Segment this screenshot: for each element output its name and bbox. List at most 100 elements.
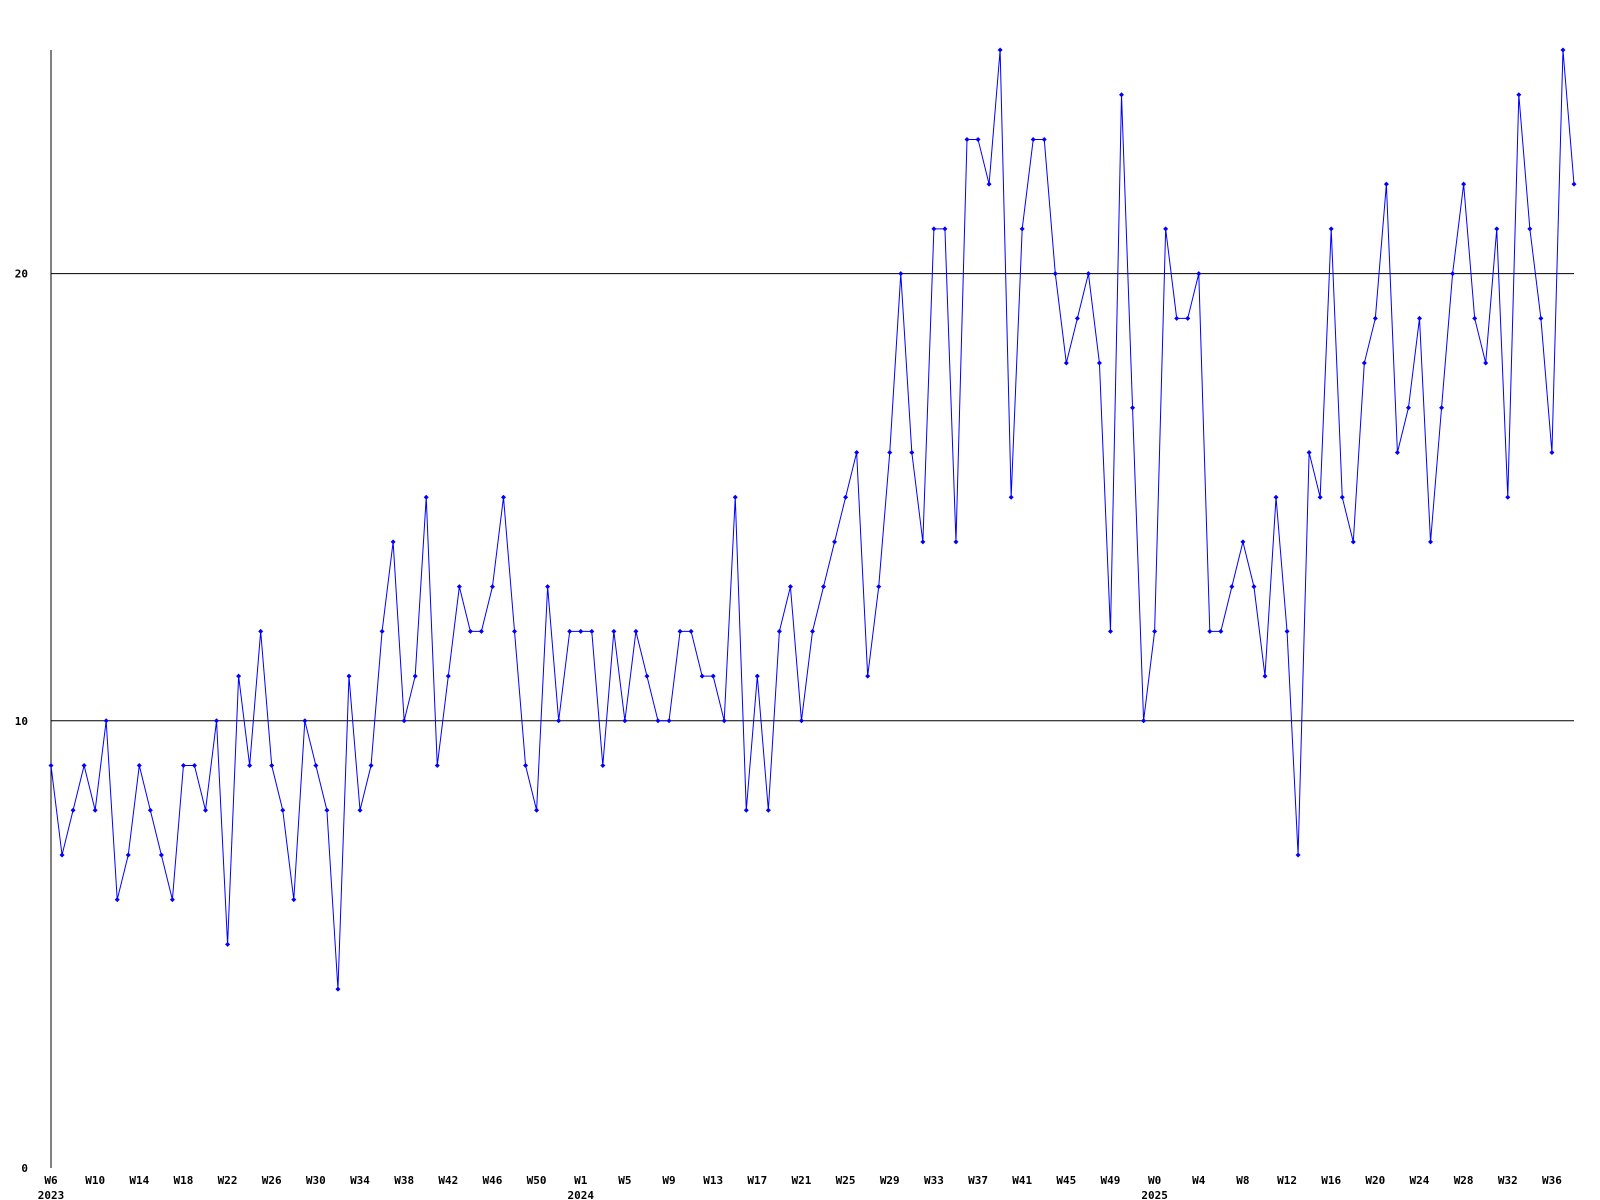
data-point [1527,226,1533,232]
data-point [765,807,771,813]
data-point [622,718,628,724]
data-point [1494,226,1500,232]
data-point [1207,628,1213,634]
data-point [1361,360,1367,366]
x-tick-label: W22 [218,1174,238,1187]
data-point [434,763,440,769]
data-point [832,539,838,545]
data-point [103,718,109,724]
data-point [1063,360,1069,366]
data-point [1306,449,1312,455]
data-point [357,807,363,813]
data-point [1019,226,1025,232]
data-point [1141,718,1147,724]
data-point [489,584,495,590]
data-point [1229,584,1235,590]
data-point [975,136,981,142]
data-point [48,763,54,769]
x-tick-label: W28 [1454,1174,1474,1187]
x-tick-label: W14 [129,1174,149,1187]
x-year-label: 2024 [567,1189,594,1200]
data-point [1152,628,1158,634]
data-point [633,628,639,634]
y-tick-label: 20 [15,268,28,281]
data-point [214,718,220,724]
data-point [688,628,694,634]
data-point [732,494,738,500]
x-tick-label: W16 [1321,1174,1341,1187]
data-point [390,539,396,545]
data-point [445,673,451,679]
data-point [1317,494,1323,500]
data-point [1416,315,1422,321]
x-tick-label: W18 [173,1174,193,1187]
data-point [909,449,915,455]
data-point [710,673,716,679]
data-point [1394,449,1400,455]
data-point [887,449,893,455]
data-point [335,986,341,992]
x-tick-label: W29 [880,1174,900,1187]
x-year-label: 2025 [1141,1189,1168,1200]
x-tick-label: W30 [306,1174,326,1187]
x-tick-label: W33 [924,1174,944,1187]
data-point [1251,584,1257,590]
data-point [1119,92,1125,98]
data-point [545,584,551,590]
data-point [324,807,330,813]
data-point [1405,405,1411,411]
x-tick-label: W34 [350,1174,370,1187]
data-point [1339,494,1345,500]
data-point [467,628,473,634]
data-point [776,628,782,634]
data-point [1052,271,1058,277]
data-point [1041,136,1047,142]
data-point [721,718,727,724]
x-tick-label: W4 [1192,1174,1206,1187]
x-tick-label: W32 [1498,1174,1518,1187]
data-point [898,271,904,277]
data-point [258,628,264,634]
data-point [158,852,164,858]
data-point [1107,628,1113,634]
series-line [50,49,1575,990]
data-point [1428,539,1434,545]
data-point [379,628,385,634]
data-point [1174,315,1180,321]
data-point [1130,405,1136,411]
x-tick-label: W49 [1101,1174,1121,1187]
data-point [1273,494,1279,500]
data-point [611,628,617,634]
data-point [114,897,120,903]
data-point [986,181,992,187]
x-tick-label: W38 [394,1174,414,1187]
data-point [302,718,308,724]
x-tick-label: W41 [1012,1174,1032,1187]
data-point [1074,315,1080,321]
data-point [876,584,882,590]
data-point [964,136,970,142]
data-point [236,673,242,679]
x-tick-label: W26 [262,1174,282,1187]
data-point [180,763,186,769]
x-tick-label: W36 [1542,1174,1562,1187]
x-tick-label: W50 [527,1174,547,1187]
data-point [556,718,562,724]
data-point [1196,271,1202,277]
x-tick-label: W20 [1365,1174,1385,1187]
x-tick-label: W45 [1056,1174,1076,1187]
data-point [677,628,683,634]
data-point [1030,136,1036,142]
y-tick-label: 0 [21,1162,28,1175]
data-point [1284,628,1290,634]
data-point [787,584,793,590]
data-point [70,807,76,813]
x-tick-label: W6 [44,1174,58,1187]
data-point [1439,405,1445,411]
data-point [600,763,606,769]
y-tick-label: 10 [15,715,28,728]
data-point [810,628,815,634]
data-point [843,494,849,500]
data-point [401,718,407,724]
